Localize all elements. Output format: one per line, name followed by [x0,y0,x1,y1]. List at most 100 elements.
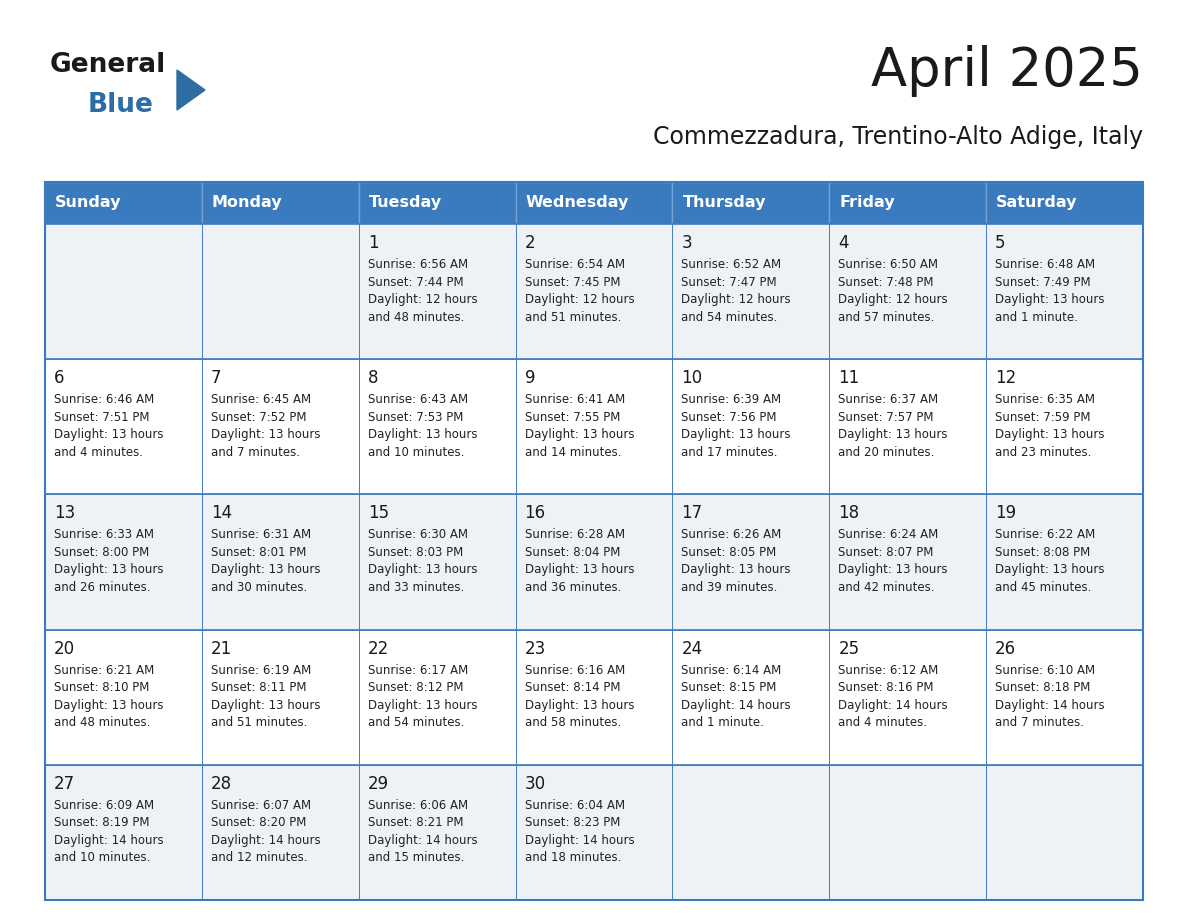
Text: Sunrise: 6:35 AM: Sunrise: 6:35 AM [996,393,1095,406]
Text: Sunrise: 6:22 AM: Sunrise: 6:22 AM [996,529,1095,542]
Text: Sunrise: 6:16 AM: Sunrise: 6:16 AM [525,664,625,677]
Text: Sunset: 7:47 PM: Sunset: 7:47 PM [682,275,777,288]
Text: and 36 minutes.: and 36 minutes. [525,581,621,594]
Text: and 57 minutes.: and 57 minutes. [839,310,935,323]
Text: Sunrise: 6:12 AM: Sunrise: 6:12 AM [839,664,939,677]
Text: Sunset: 7:55 PM: Sunset: 7:55 PM [525,410,620,424]
Text: 11: 11 [839,369,860,387]
Text: 24: 24 [682,640,702,657]
Text: and 4 minutes.: and 4 minutes. [839,716,928,729]
Bar [45,630,202,765]
Text: Daylight: 13 hours: Daylight: 13 hours [682,564,791,577]
Bar [986,765,1143,900]
Text: 16: 16 [525,504,545,522]
Text: Daylight: 13 hours: Daylight: 13 hours [839,564,948,577]
Text: and 30 minutes.: and 30 minutes. [210,581,308,594]
Text: General: General [50,52,166,78]
Bar [516,765,672,900]
Text: 18: 18 [839,504,859,522]
Text: Sunrise: 6:19 AM: Sunrise: 6:19 AM [210,664,311,677]
Text: Daylight: 13 hours: Daylight: 13 hours [996,293,1105,306]
Text: 12: 12 [996,369,1017,387]
Text: and 20 minutes.: and 20 minutes. [839,446,935,459]
Text: 22: 22 [368,640,388,657]
Text: 30: 30 [525,775,545,793]
Bar [202,495,359,630]
Text: 25: 25 [839,640,859,657]
Text: Daylight: 13 hours: Daylight: 13 hours [53,564,164,577]
Text: Sunset: 8:18 PM: Sunset: 8:18 PM [996,681,1091,694]
Text: and 1 minute.: and 1 minute. [682,716,764,729]
Text: Sunset: 7:57 PM: Sunset: 7:57 PM [839,410,934,424]
Text: and 10 minutes.: and 10 minutes. [53,851,151,865]
Polygon shape [177,70,206,110]
Bar [202,765,359,900]
Text: and 7 minutes.: and 7 minutes. [210,446,299,459]
Text: 21: 21 [210,640,232,657]
Bar [359,630,516,765]
Text: and 58 minutes.: and 58 minutes. [525,716,621,729]
Text: Sunrise: 6:37 AM: Sunrise: 6:37 AM [839,393,939,406]
Bar [829,495,986,630]
Text: 5: 5 [996,234,1006,252]
Text: Commezzadura, Trentino-Alto Adige, Italy: Commezzadura, Trentino-Alto Adige, Italy [653,125,1143,149]
Text: Sunset: 8:05 PM: Sunset: 8:05 PM [682,546,777,559]
Text: Daylight: 13 hours: Daylight: 13 hours [210,428,321,442]
Bar [672,765,829,900]
Text: Sunset: 8:04 PM: Sunset: 8:04 PM [525,546,620,559]
Text: 10: 10 [682,369,702,387]
Text: Sunset: 8:20 PM: Sunset: 8:20 PM [210,816,307,829]
Text: 3: 3 [682,234,693,252]
Text: 19: 19 [996,504,1016,522]
Text: Sunset: 8:23 PM: Sunset: 8:23 PM [525,816,620,829]
Text: Sunset: 7:45 PM: Sunset: 7:45 PM [525,275,620,288]
Text: Sunrise: 6:24 AM: Sunrise: 6:24 AM [839,529,939,542]
Bar [45,495,202,630]
Text: Sunset: 8:01 PM: Sunset: 8:01 PM [210,546,307,559]
Text: Daylight: 13 hours: Daylight: 13 hours [525,428,634,442]
Bar [516,359,672,495]
Text: Sunday: Sunday [55,196,121,210]
Text: and 10 minutes.: and 10 minutes. [368,446,465,459]
Bar [672,224,829,359]
Text: and 23 minutes.: and 23 minutes. [996,446,1092,459]
Text: and 14 minutes.: and 14 minutes. [525,446,621,459]
Bar [672,495,829,630]
Text: and 48 minutes.: and 48 minutes. [53,716,151,729]
Bar [672,630,829,765]
Bar [359,765,516,900]
Text: and 51 minutes.: and 51 minutes. [210,716,308,729]
Text: 7: 7 [210,369,221,387]
Bar [829,224,986,359]
Text: Daylight: 13 hours: Daylight: 13 hours [210,564,321,577]
Text: Sunrise: 6:04 AM: Sunrise: 6:04 AM [525,799,625,812]
Text: Daylight: 13 hours: Daylight: 13 hours [682,428,791,442]
Text: Sunrise: 6:50 AM: Sunrise: 6:50 AM [839,258,939,271]
Text: Daylight: 13 hours: Daylight: 13 hours [53,699,164,711]
Text: Daylight: 13 hours: Daylight: 13 hours [996,564,1105,577]
Text: Daylight: 14 hours: Daylight: 14 hours [839,699,948,711]
Text: Sunrise: 6:46 AM: Sunrise: 6:46 AM [53,393,154,406]
Text: Sunset: 8:07 PM: Sunset: 8:07 PM [839,546,934,559]
Text: Sunrise: 6:10 AM: Sunrise: 6:10 AM [996,664,1095,677]
Text: Wednesday: Wednesday [525,196,628,210]
Text: and 54 minutes.: and 54 minutes. [368,716,465,729]
Text: 8: 8 [368,369,378,387]
Text: Sunrise: 6:06 AM: Sunrise: 6:06 AM [368,799,468,812]
Text: Saturday: Saturday [997,196,1078,210]
Bar [359,182,516,224]
Text: and 18 minutes.: and 18 minutes. [525,851,621,865]
Text: and 45 minutes.: and 45 minutes. [996,581,1092,594]
Bar [829,765,986,900]
Text: Sunset: 8:11 PM: Sunset: 8:11 PM [210,681,307,694]
Bar [986,495,1143,630]
Bar [516,182,672,224]
Text: Sunrise: 6:39 AM: Sunrise: 6:39 AM [682,393,782,406]
Text: Friday: Friday [839,196,895,210]
Bar [359,359,516,495]
Bar [359,495,516,630]
Text: Daylight: 13 hours: Daylight: 13 hours [525,564,634,577]
Bar [829,182,986,224]
Text: Blue: Blue [88,92,154,118]
Text: 14: 14 [210,504,232,522]
